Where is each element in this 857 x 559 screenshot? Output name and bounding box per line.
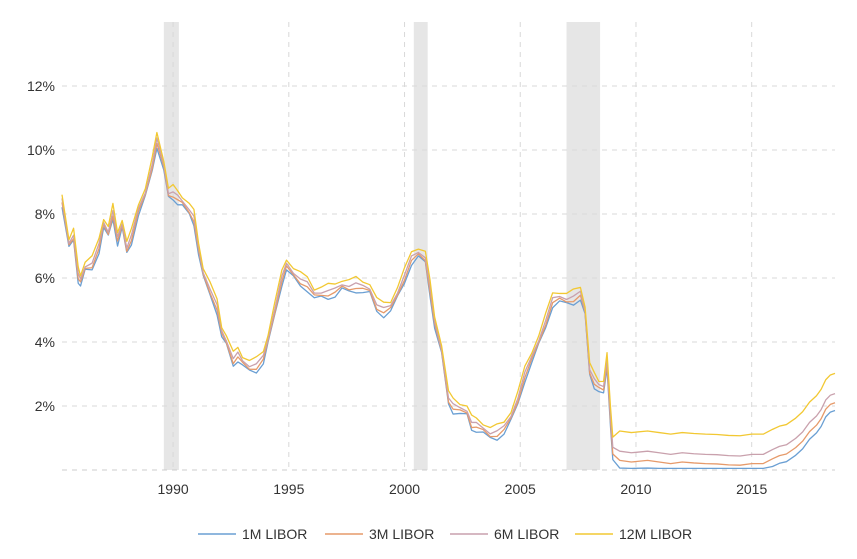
x-tick-label-2005: 2005 bbox=[505, 481, 536, 497]
recession-band-2 bbox=[413, 22, 428, 470]
y-tick-label-8: 8% bbox=[35, 206, 55, 222]
x-axis-tick-labels: 1990 1995 2000 2005 2010 2015 bbox=[158, 481, 768, 497]
legend-item-3m-libor[interactable]: 3M LIBOR bbox=[325, 526, 434, 542]
series-line-12m-libor bbox=[61, 131, 836, 438]
recession-band-1 bbox=[163, 22, 179, 470]
series-lines bbox=[61, 131, 836, 470]
x-tick-label-2015: 2015 bbox=[736, 481, 767, 497]
legend-item-6m-libor[interactable]: 6M LIBOR bbox=[450, 526, 559, 542]
y-tick-label-12: 12% bbox=[27, 78, 55, 94]
y-tick-label-4: 4% bbox=[35, 334, 55, 350]
y-tick-label-2: 2% bbox=[35, 398, 55, 414]
y-axis-tick-labels: 2% 4% 6% 8% 10% 12% bbox=[27, 78, 55, 414]
legend-label: 3M LIBOR bbox=[369, 526, 434, 542]
recession-shading bbox=[163, 22, 601, 470]
legend-item-12m-libor[interactable]: 12M LIBOR bbox=[575, 526, 692, 542]
legend[interactable]: 1M LIBOR 3M LIBOR 6M LIBOR 12M LIBOR bbox=[198, 526, 692, 542]
grid-lines bbox=[62, 22, 835, 470]
y-tick-label-10: 10% bbox=[27, 142, 55, 158]
x-tick-label-1995: 1995 bbox=[273, 481, 304, 497]
legend-item-1m-libor[interactable]: 1M LIBOR bbox=[198, 526, 307, 542]
legend-label: 12M LIBOR bbox=[619, 526, 692, 542]
series-line-6m-libor bbox=[61, 137, 836, 457]
y-tick-label-6: 6% bbox=[35, 270, 55, 286]
legend-label: 6M LIBOR bbox=[494, 526, 559, 542]
x-tick-label-1990: 1990 bbox=[158, 481, 189, 497]
x-tick-label-2000: 2000 bbox=[389, 481, 420, 497]
legend-label: 1M LIBOR bbox=[242, 526, 307, 542]
x-tick-label-2010: 2010 bbox=[620, 481, 651, 497]
recession-band-3 bbox=[566, 22, 601, 470]
